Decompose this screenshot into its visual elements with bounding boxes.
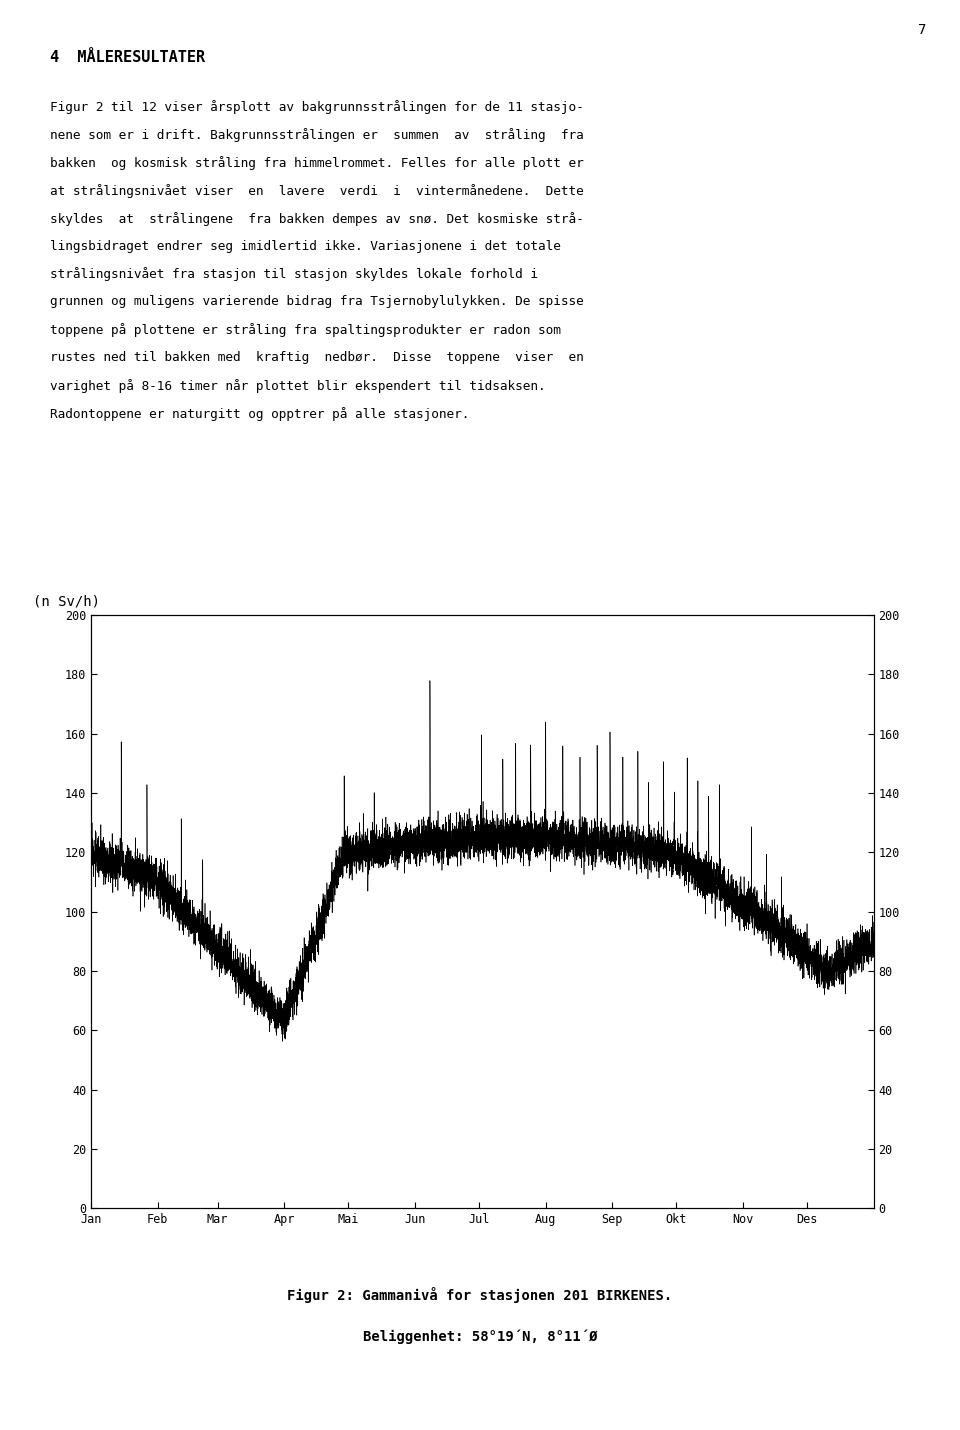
Text: rustes ned til bakken med  kraftig  nedbør.  Disse  toppene  viser  en: rustes ned til bakken med kraftig nedbør… (50, 350, 584, 365)
Text: lingsbidraget endrer seg imidlertid ikke. Variasjonene i det totale: lingsbidraget endrer seg imidlertid ikke… (50, 239, 561, 253)
Text: grunnen og muligens varierende bidrag fra Tsjernobylulykken. De spisse: grunnen og muligens varierende bidrag fr… (50, 295, 584, 309)
Text: Figur 2 til 12 viser årsplott av bakgrunnsstrålingen for de 11 stasjo-: Figur 2 til 12 viser årsplott av bakgrun… (50, 100, 584, 114)
Text: Radontoppene er naturgitt og opptrer på alle stasjoner.: Radontoppene er naturgitt og opptrer på … (50, 406, 469, 420)
Text: toppene på plottene er stråling fra spaltingsprodukter er radon som: toppene på plottene er stråling fra spal… (50, 323, 561, 337)
Text: skyldes  at  strålingene  fra bakken dempes av snø. Det kosmiske strå-: skyldes at strålingene fra bakken dempes… (50, 212, 584, 226)
Text: strålingsnivået fra stasjon til stasjon skyldes lokale forhold i: strålingsnivået fra stasjon til stasjon … (50, 267, 538, 282)
Text: Figur 2: Gammanivå for stasjonen 201 BIRKENES.: Figur 2: Gammanivå for stasjonen 201 BIR… (287, 1287, 673, 1303)
Text: 7: 7 (918, 23, 926, 37)
Text: Beliggenhet: 58°19´N, 8°11´Ø: Beliggenhet: 58°19´N, 8°11´Ø (363, 1330, 597, 1344)
Text: bakken  og kosmisk stråling fra himmelrommet. Felles for alle plott er: bakken og kosmisk stråling fra himmelrom… (50, 156, 584, 170)
Text: (n Sv/h): (n Sv/h) (33, 595, 100, 609)
Text: 4  MÅLERESULTATER: 4 MÅLERESULTATER (50, 50, 205, 64)
Text: nene som er i drift. Bakgrunnsstrålingen er  summen  av  stråling  fra: nene som er i drift. Bakgrunnsstrålingen… (50, 127, 584, 142)
Text: varighet på 8-16 timer når plottet blir ekspendert til tidsaksen.: varighet på 8-16 timer når plottet blir … (50, 379, 545, 393)
Text: at strålingsnivået viser  en  lavere  verdi  i  vintermånedene.  Dette: at strålingsnivået viser en lavere verdi… (50, 183, 584, 197)
